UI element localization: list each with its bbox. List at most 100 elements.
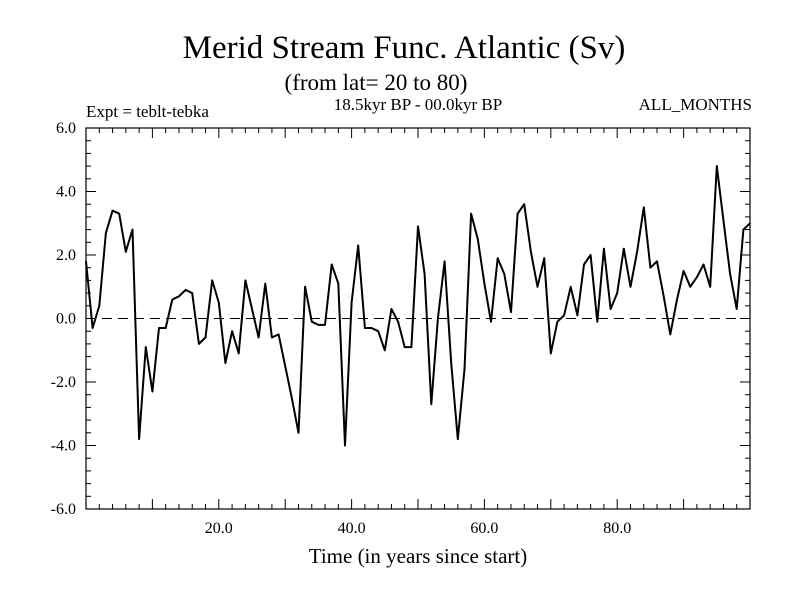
data-point	[417, 225, 419, 228]
data-point	[423, 273, 426, 275]
x-tick-label: 60.0	[470, 520, 498, 537]
data-point	[158, 327, 160, 329]
data-point	[589, 254, 592, 256]
data-point	[729, 273, 731, 275]
data-point	[623, 247, 625, 250]
data-point	[211, 279, 213, 282]
data-point	[689, 285, 692, 288]
data-point	[550, 352, 552, 355]
data-point	[503, 273, 506, 275]
x-tick-label: 20.0	[205, 520, 233, 537]
experiment-label: Expt = teblt-tebka	[86, 102, 209, 121]
data-point	[204, 336, 207, 339]
data-point	[470, 212, 472, 215]
data-point	[224, 362, 227, 364]
data-point	[583, 263, 585, 266]
data-point	[271, 336, 273, 339]
y-tick-label: -4.0	[51, 438, 76, 455]
data-point	[410, 346, 413, 348]
data-point	[251, 308, 253, 310]
data-point	[337, 282, 340, 285]
x-axis-label: Time (in years since start)	[309, 544, 528, 568]
data-point	[237, 352, 240, 355]
series-line	[85, 165, 751, 447]
data-point	[384, 349, 386, 352]
data-point	[636, 251, 638, 253]
data-point	[450, 362, 453, 364]
data-point	[437, 317, 439, 320]
y-tick-label: 0.0	[56, 311, 76, 328]
data-point	[178, 295, 180, 298]
data-point	[397, 320, 399, 323]
data-point	[656, 260, 658, 263]
data-point	[184, 289, 187, 291]
x-tick-labels: 20.0 40.0 60.0 80.0	[205, 520, 631, 537]
data-point	[629, 285, 632, 288]
period-label: 18.5kyr BP - 00.0kyr BP	[334, 95, 502, 114]
data-point	[125, 251, 127, 253]
x-tick-label: 40.0	[338, 520, 366, 537]
data-point	[556, 320, 559, 323]
data-point	[735, 308, 738, 310]
data-point	[576, 314, 579, 317]
y-tick-label: -2.0	[51, 374, 76, 391]
data-point	[563, 314, 565, 317]
data-point	[722, 219, 725, 221]
data-point	[523, 203, 526, 205]
data-point	[105, 231, 107, 234]
data-point	[669, 333, 672, 336]
data-point	[530, 251, 532, 253]
data-point	[609, 308, 612, 310]
data-point	[198, 343, 200, 345]
data-point	[676, 298, 678, 301]
data-point	[98, 305, 101, 307]
data-point	[264, 282, 267, 285]
data-point	[310, 320, 313, 323]
data-point	[490, 320, 492, 323]
data-point	[118, 212, 120, 215]
data-point	[350, 301, 353, 304]
y-tick-label: -6.0	[51, 501, 76, 518]
data-point	[476, 238, 479, 240]
data-point	[85, 260, 87, 263]
data-point	[344, 444, 346, 447]
data-point	[377, 330, 379, 333]
data-point	[297, 432, 300, 434]
y-tick-labels: -6.0 -4.0 -2.0 0.0 2.0 4.0 6.0	[51, 120, 76, 518]
data-point	[91, 327, 94, 329]
data-point	[324, 324, 326, 326]
data-point	[696, 276, 698, 279]
y-tick-label: 6.0	[56, 120, 76, 137]
data-point	[569, 285, 572, 288]
data-point	[510, 311, 512, 313]
data-point	[457, 438, 459, 440]
data-point	[390, 308, 393, 310]
data-point	[131, 228, 134, 231]
data-point	[357, 244, 360, 247]
data-point	[463, 368, 466, 371]
season-label: ALL_MONTHS	[639, 95, 752, 114]
y-tick-label: 2.0	[56, 247, 76, 264]
data-point	[191, 292, 194, 294]
data-point	[291, 397, 293, 399]
data-point	[742, 228, 745, 231]
data-point	[430, 403, 433, 406]
data-point	[649, 266, 652, 269]
data-point	[151, 390, 154, 393]
data-point	[536, 285, 539, 288]
y-tick-label: 4.0	[56, 184, 76, 201]
data-point	[682, 270, 685, 272]
data-point	[284, 365, 287, 367]
data-point	[370, 327, 373, 329]
data-point	[144, 346, 147, 348]
data-point	[516, 212, 519, 215]
data-point	[709, 285, 711, 288]
x-tick-label: 80.0	[603, 520, 631, 537]
series-points	[85, 165, 751, 447]
data-point	[702, 263, 705, 266]
data-point	[304, 285, 306, 288]
data-point	[218, 301, 220, 304]
data-point	[317, 324, 320, 326]
data-point	[164, 327, 167, 329]
chart-title: Merid Stream Func. Atlantic (Sv)	[183, 30, 626, 66]
